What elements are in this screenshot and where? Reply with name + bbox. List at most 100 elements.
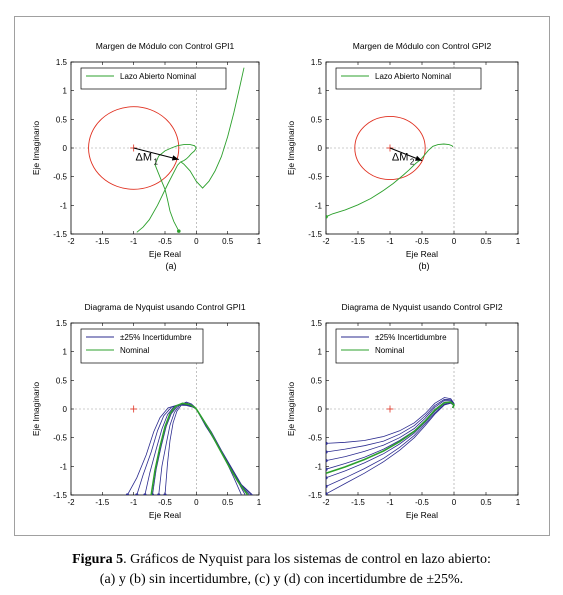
y-tick-label: 0 [63,144,68,153]
x-tick-label: -1 [386,498,394,507]
legend-entry: Nominal [375,346,405,355]
figure-caption: Figura 5. Gráficos de Nyquist para los s… [0,550,563,590]
x-tick-label: -1.5 [95,237,109,246]
nominal-curve [136,161,182,233]
x-tick-label: -2 [322,498,330,507]
chart-title: Diagrama de Nyquist usando Control GPI2 [341,302,502,312]
caption-label: Figura 5 [72,552,124,567]
modulus-margin-circle [88,106,180,190]
nominal-curve [154,144,197,232]
x-axis-label: Eje Real [149,249,181,259]
uncertainty-curve-start [135,493,139,495]
caption-line-2: (a) y (b) sin incertidumbre, (c) y (d) c… [99,572,464,587]
y-tick-label: -0.5 [53,434,67,443]
legend-entry: ±25% Incertidumbre [375,333,447,342]
y-tick-label: -1 [315,201,323,210]
x-tick-label: -0.5 [158,498,172,507]
y-tick-label: 0.5 [56,115,68,124]
y-tick-label: -1.5 [53,491,67,500]
x-tick-label: -2 [67,237,75,246]
modulus-margin-circle [354,116,426,180]
uncertainty-curve [164,401,253,495]
legend-entry: Nominal [120,346,150,355]
caption-text-1: . Gráficos de Nyquist para los sistemas … [123,552,491,567]
margin-vector-arrowhead [171,155,179,161]
x-tick-label: 0.5 [222,498,234,507]
x-tick-label: 0 [194,498,199,507]
y-tick-label: 0 [63,405,68,414]
legend-entry: Lazo Abierto Nominal [375,72,451,81]
plot-content [326,397,455,495]
chart-panel-4: -2 -1.5 -1 -0.5 0 0.5 1-1.5-1-0.500.511.5Diagr… [286,302,521,520]
uncertainty-curve-start [326,450,328,454]
margin-vector-arrowhead [415,155,422,161]
y-tick-label: -0.5 [308,173,322,182]
x-tick-label: 0 [452,237,457,246]
x-tick-label: 1 [257,237,262,246]
x-tick-label: 0 [452,498,457,507]
y-tick-label: 0 [318,405,323,414]
chart-panel-3: -2 -1.5 -1 -0.5 0 0.5 1-1.5-1-0.500.511.5Diagr… [31,302,262,520]
y-tick-label: 1.5 [56,319,68,328]
y-tick-label: 1 [63,348,68,357]
x-tick-label: 0.5 [222,237,234,246]
x-tick-label: -1.5 [95,498,109,507]
x-axis-label: Eje Real [406,510,438,520]
margin-vector-subscript: 1 [154,158,159,167]
y-tick-label: -0.5 [53,173,67,182]
y-tick-label: 1 [63,87,68,96]
chart-panel-2: -2 -1.5 -1 -0.5 0 0.5 1-1.5-1-0.500.511.5Marge… [286,41,521,271]
x-tick-label: 0.5 [480,237,492,246]
panel-label: (a) [166,261,177,271]
y-tick-label: -1.5 [308,491,322,500]
legend-entry: Lazo Abierto Nominal [120,72,196,81]
margin-vector [133,147,179,160]
uncertainty-curve-start [326,484,328,488]
y-tick-label: 1 [318,87,323,96]
x-tick-label: 1 [516,237,521,246]
uncertainty-curve [326,402,455,495]
y-tick-label: 1.5 [311,58,323,67]
x-tick-label: -1.5 [351,498,365,507]
x-tick-label: -1 [130,237,138,246]
y-tick-label: -1 [315,462,323,471]
chart-title: Diagrama de Nyquist usando Control GPI1 [84,302,245,312]
chart-title: Margen de Módulo con Control GPI2 [353,41,492,51]
margin-vector-subscript: 2 [410,158,415,167]
y-tick-label: 0.5 [56,376,68,385]
y-tick-label: 1.5 [56,58,68,67]
uncertainty-curve-start [326,476,328,480]
panel-label: (b) [419,261,430,271]
nominal-curve-start [176,229,181,233]
y-axis-label: Eje Imaginario [31,121,41,176]
x-tick-label: 0.5 [480,498,492,507]
figure-frame [14,16,550,536]
uncertainty-curve-start [163,493,167,495]
x-tick-label: -1 [130,498,138,507]
legend-box [335,328,459,364]
y-tick-label: -1.5 [53,230,67,239]
caption-line-1: Figura 5. Gráficos de Nyquist para los s… [0,550,563,570]
y-axis-label: Eje Imaginario [286,382,296,437]
x-axis-label: Eje Real [406,249,438,259]
y-tick-label: 0.5 [311,115,323,124]
x-axis-label: Eje Real [149,510,181,520]
uncertainty-curve-start [143,493,147,495]
uncertainty-curve-start [326,492,328,495]
uncertainty-curve [326,399,455,461]
plot-content [125,401,253,495]
y-axis-label: Eje Imaginario [286,121,296,176]
y-tick-label: -1 [60,201,68,210]
y-tick-label: -1.5 [308,230,322,239]
plot-content [88,67,245,233]
uncertainty-curve-start [326,459,328,463]
x-tick-label: -2 [67,498,75,507]
y-tick-label: 0.5 [311,376,323,385]
y-axis-label: Eje Imaginario [31,382,41,437]
y-tick-label: 1.5 [311,319,323,328]
chart-panel-1: -2 -1.5 -1 -0.5 0 0.5 1-1.5-1-0.500.511.5Marge… [31,41,262,271]
x-tick-label: 0 [194,237,199,246]
nominal-curve [326,143,454,218]
x-tick-label: -0.5 [415,237,429,246]
